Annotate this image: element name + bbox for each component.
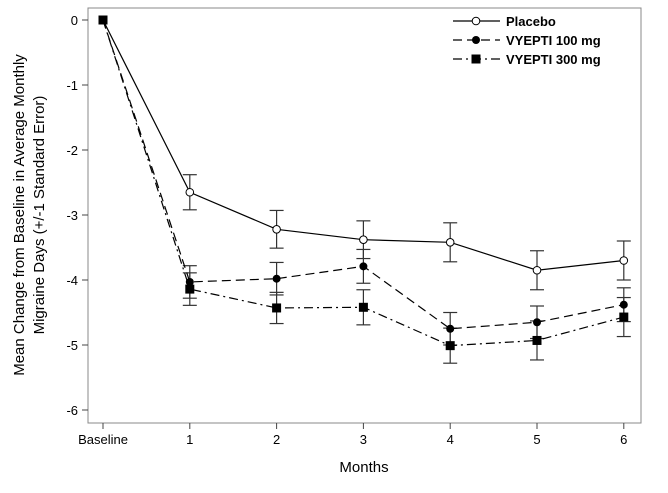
y-tick-label: -1 [66,78,78,93]
data-point-placebo [272,225,281,234]
legend-item-vyepti-300-mg: VYEPTI 300 mg [453,52,601,67]
x-tick-label: 5 [533,432,540,447]
data-point-vyepti-100-mg [533,318,541,327]
data-point-vyepti-100-mg [619,300,628,309]
legend-label: VYEPTI 300 mg [506,52,601,67]
y-tick-label: -4 [66,273,78,288]
data-point-vyepti-300-mg [619,312,629,322]
legend-marker [472,36,480,44]
x-tick-label: 2 [273,432,280,447]
y-axis-label-line-2: Migraine Days (+/-1 Standard Error) [31,96,48,335]
data-point-vyepti-100-mg [185,277,194,286]
data-point-vyepti-100-mg [446,324,455,333]
y-axis-label-line-1: Mean Change from Baseline in Average Mon… [11,54,28,376]
x-tick-label: 6 [620,432,627,447]
data-point-vyepti-300-mg [445,341,455,351]
data-point-vyepti-300-mg [358,302,368,312]
y-tick-label: -2 [66,143,78,158]
x-tick-label: Baseline [78,432,128,447]
data-point-vyepti-300-mg [272,303,282,313]
data-point-placebo [445,238,455,247]
data-point-vyepti-100-mg [359,262,368,271]
y-tick-label: -3 [66,208,78,223]
x-tick-label: 4 [447,432,454,447]
legend-label: Placebo [506,14,556,29]
legend-marker [471,54,481,64]
x-axis-label: Months [339,459,388,476]
data-point-placebo [185,187,195,197]
y-tick-label: 0 [71,13,78,28]
data-point-placebo [619,256,629,265]
legend-item-vyepti-100-mg: VYEPTI 100 mg [453,33,601,48]
data-point-placebo [532,265,542,275]
legend-label: VYEPTI 100 mg [506,33,601,48]
x-tick-label: 1 [186,432,193,447]
y-tick-label: -6 [66,403,78,418]
data-point-placebo [359,235,368,244]
x-tick-label: 3 [360,432,367,447]
legend-marker [471,16,481,26]
data-point-vyepti-300-mg [98,15,108,25]
y-tick-label: -5 [66,338,78,353]
plot-frame [87,7,642,424]
data-point-vyepti-300-mg [532,335,542,345]
data-point-vyepti-100-mg [272,274,281,283]
data-point-vyepti-300-mg [185,284,195,294]
legend-item-placebo: Placebo [453,14,556,29]
